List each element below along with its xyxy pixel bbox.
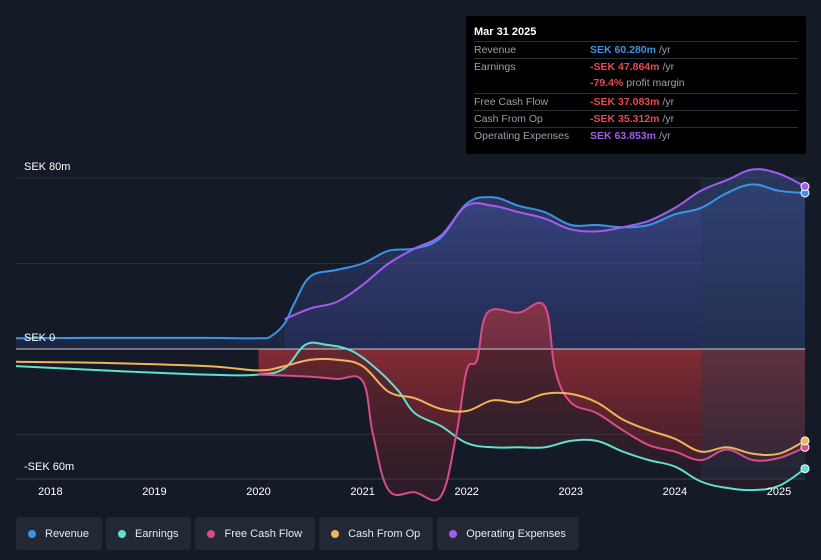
tooltip-date: Mar 31 2025: [474, 26, 537, 38]
x-tick-label: 2021: [350, 486, 374, 498]
tooltip-unit: profit margin: [626, 77, 685, 90]
x-tick-label: 2020: [246, 486, 270, 498]
highlight-band: [700, 178, 805, 479]
series-endpoint: [800, 436, 810, 446]
tooltip-value: -SEK 37.083m: [590, 95, 660, 108]
series-endpoint: [800, 182, 810, 192]
x-tick-label: 2025: [767, 486, 791, 498]
series-line-free-cash-flow: [258, 301, 806, 502]
legend-dot-icon: [207, 529, 216, 538]
legend-item-cash-from-op[interactable]: Cash From Op: [319, 517, 434, 550]
x-tick-label: 2024: [663, 486, 687, 498]
series-line-earnings: [15, 341, 806, 492]
tooltip-value: SEK 60.280m: [590, 44, 656, 56]
tooltip-row: Revenue SEK 60.280m/yr: [474, 41, 798, 58]
y-tick-label: SEK 0: [24, 332, 55, 344]
tooltip-value: -SEK 35.312m: [590, 112, 660, 125]
legend-item-revenue[interactable]: Revenue: [16, 517, 103, 550]
x-tick-label: 2018: [38, 486, 62, 498]
x-tick-label: 2023: [559, 486, 583, 498]
legend: Revenue Earnings Free Cash Flow Cash From O…: [16, 517, 579, 550]
tooltip-unit: /yr: [658, 44, 671, 56]
tooltip-label: Free Cash Flow: [474, 95, 549, 108]
legend-label: Revenue: [45, 527, 90, 540]
x-tick-label: 2019: [142, 486, 166, 498]
legend-dot-icon: [449, 529, 458, 538]
tooltip-row: -79.4% profit margin: [474, 75, 798, 92]
tooltip-label: [474, 75, 590, 92]
series-line-operating-expenses: [284, 168, 806, 321]
tooltip-value: SEK 63.853m: [590, 129, 656, 142]
tooltip-row: Earnings -SEK 47.864m/yr: [474, 58, 798, 75]
series-line-cash-from-op: [15, 357, 806, 457]
tooltip-panel: Mar 31 2025 Revenue SEK 60.280m/yr Earning…: [466, 16, 806, 154]
tooltip-unit: /yr: [662, 95, 675, 108]
legend-label: Earnings: [135, 527, 179, 540]
tooltip-label: Cash From Op: [474, 112, 543, 125]
tooltip-row: Cash From Op -SEK 35.312m/yr: [474, 109, 798, 127]
legend-dot-icon: [28, 529, 36, 538]
y-tick-label: SEK 80m: [24, 161, 70, 173]
legend-item-free-cash-flow[interactable]: Free Cash Flow: [195, 517, 316, 550]
x-tick-label: 2022: [454, 486, 478, 498]
tooltip-value: -SEK 47.864m: [590, 61, 660, 74]
series-endpoint: [800, 464, 810, 474]
legend-item-operating-expenses[interactable]: Operating Expenses: [437, 517, 579, 550]
legend-dot-icon: [118, 529, 127, 538]
legend-item-earnings[interactable]: Earnings: [106, 517, 192, 550]
tooltip-label: Revenue: [474, 44, 517, 56]
legend-label: Operating Expenses: [466, 527, 566, 540]
legend-label: Cash From Op: [348, 527, 421, 540]
tooltip-row: Free Cash Flow -SEK 37.083m/yr: [474, 92, 798, 110]
legend-dot-icon: [331, 529, 340, 538]
tooltip-value: -79.4%: [590, 77, 624, 90]
area-earnings-negative: [258, 342, 805, 491]
tooltip-unit: /yr: [658, 129, 671, 142]
legend-label: Free Cash Flow: [224, 527, 303, 540]
tooltip-label: Earnings: [474, 61, 516, 74]
tooltip-label: Operating Expenses: [474, 129, 570, 142]
tooltip-row: Operating Expenses SEK 63.853m/yr: [474, 126, 798, 144]
chart: SEK 80m SEK 0 -SEK 60m 2018 2019 2020 2021 2022…: [15, 161, 810, 502]
tooltip-unit: /yr: [662, 61, 675, 74]
tooltip-unit: /yr: [662, 112, 675, 125]
y-tick-label: -SEK 60m: [24, 461, 74, 473]
